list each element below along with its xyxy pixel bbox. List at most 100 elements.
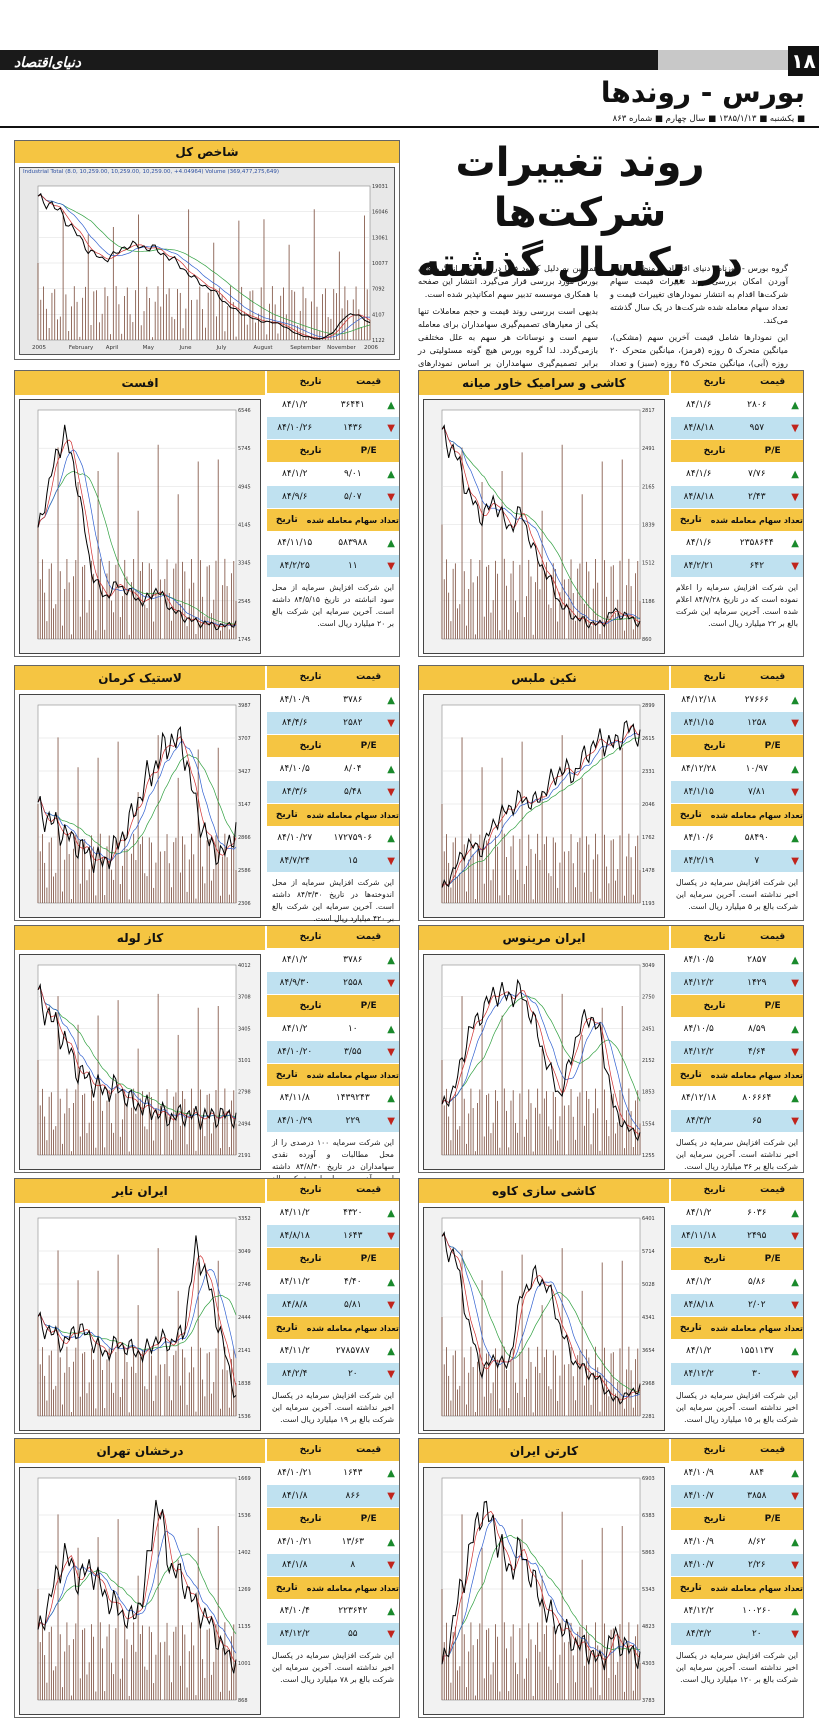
axis-tick-label: 5745 <box>238 446 251 452</box>
company-stats-table: قیمت تاریخ ▲ ۶۰۳۶ ۸۴/۱/۲ ▼ ۲۴۹۵ ۸۴/۱۱/۱۸ P/E ت… <box>671 1179 803 1430</box>
volume-low: ۳۰ <box>751 1369 762 1379</box>
date-header: تاریخ <box>703 1001 726 1011</box>
price-high: ۳۶۴۴۱ <box>340 400 365 410</box>
pe-header: P/E <box>360 1254 377 1264</box>
volume-low-date: ۸۴/۲/۱۹ <box>683 856 714 866</box>
volume-low-row: ▼ ۷ ۸۴/۲/۱۹ <box>671 850 803 873</box>
axis-tick-label: 3427 <box>238 769 251 775</box>
date-header: تاریخ <box>299 1001 322 1011</box>
axis-tick-label: 3345 <box>238 561 251 567</box>
pe-low-date: ۸۴/۸/۱۸ <box>683 1300 714 1310</box>
price-line <box>37 726 237 873</box>
price-high-row: ▲ ۳۶۴۴۱ ۸۴/۱/۲ <box>267 394 399 417</box>
pe-high: ۱۳/۶۳ <box>341 1537 364 1547</box>
axis-tick-label: 3147 <box>238 802 251 808</box>
down-arrow-icon: ▼ <box>387 1490 395 1502</box>
price-low-date: ۸۴/۱/۱۵ <box>683 718 714 728</box>
headline: روند تغییرات شرکت‌ها در یکسال گذشته <box>380 138 780 288</box>
ma5-line <box>441 426 641 625</box>
axis-tick-label: 1269 <box>238 1587 251 1593</box>
volume-high-date: ۸۴/۱۲/۲ <box>683 1606 714 1616</box>
date-header: تاریخ <box>679 1323 702 1333</box>
month-label: June <box>179 345 193 351</box>
price-low-date: ۸۴/۴/۶ <box>282 718 308 728</box>
pe-low-row: ▼ ۲/۴۳ ۸۴/۸/۱۸ <box>671 486 803 509</box>
volume-header: تعداد سهام معامله شده <box>306 810 399 820</box>
volume-high-row: ▲ ۲۳۵۸۶۴۴ ۸۴/۱/۶ <box>671 532 803 555</box>
price-high-row: ▲ ۴۳۲۰ ۸۴/۱۱/۲ <box>267 1202 399 1225</box>
volume-header-row: تعداد سهام معامله شده تاریخ <box>671 1577 803 1600</box>
up-arrow-icon: ▲ <box>791 832 799 844</box>
company-panel: قیمت تاریخ ▲ ۶۰۳۶ ۸۴/۱/۲ ▼ ۲۴۹۵ ۸۴/۱۱/۱۸ P/E ت… <box>418 1178 804 1434</box>
axis-tick-label: 6903 <box>642 1476 655 1482</box>
up-arrow-icon: ▲ <box>791 1536 799 1548</box>
axis-tick-label: 2817 <box>642 408 655 414</box>
pe-high-row: ▲ ۸/۰۴ ۸۴/۱۰/۵ <box>267 758 399 781</box>
volume-high: ۵۸۳۹۸۸ <box>338 538 368 548</box>
volume-high: ۲۳۵۸۶۴۴ <box>739 538 774 548</box>
price-high-date: ۸۴/۱/۲ <box>686 1208 712 1218</box>
company-name: افست <box>15 371 265 395</box>
axis-tick-label: 2746 <box>238 1282 251 1288</box>
company-chart: 2281 2968 3654 4341 5028 5714 6401 <box>423 1207 665 1431</box>
pe-low-date: ۸۴/۱۰/۷ <box>683 1560 714 1570</box>
price-low: ۱۶۴۳ <box>343 1231 363 1241</box>
price-header-row: قیمت تاریخ <box>267 926 399 949</box>
intro-column-left: همچنین به دلیل کمبود فضا در روز یکی از گ… <box>418 262 598 383</box>
pe-low: ۸ <box>350 1560 356 1570</box>
down-arrow-icon: ▼ <box>387 1230 395 1242</box>
down-arrow-icon: ▼ <box>387 786 395 798</box>
company-note: این شرکت افزایش سرمایه در یکسال اخیر ندا… <box>272 1651 394 1684</box>
date-header: تاریخ <box>679 810 702 820</box>
company-name: درخشان تهران <box>15 1439 265 1463</box>
volume-low: ۶۵ <box>751 1116 762 1126</box>
date-header: تاریخ <box>703 1185 726 1195</box>
volume-low: ۲۲۹ <box>345 1116 361 1126</box>
price-low-date: ۸۴/۹/۳۰ <box>279 978 310 988</box>
pe-low-row: ▼ ۴/۶۴ ۸۴/۱۲/۲ <box>671 1041 803 1064</box>
headline-line-1: روند تغییرات شرکت‌ها <box>455 140 705 236</box>
volume-low-date: ۸۴/۲/۴ <box>282 1369 308 1379</box>
volume-low-row: ▼ ۲۰ ۸۴/۲/۴ <box>267 1363 399 1386</box>
company-chart: 1536 1838 2141 2444 2746 3049 3352 <box>19 1207 261 1431</box>
axis-tick-label: 6401 <box>642 1216 655 1222</box>
volume-header-row: تعداد سهام معامله شده تاریخ <box>671 1064 803 1087</box>
up-arrow-icon: ▲ <box>791 1467 799 1479</box>
pe-high-row: ▲ ۸/۶۲ ۸۴/۱۰/۹ <box>671 1531 803 1554</box>
axis-tick-label: 16046 <box>372 210 388 216</box>
company-chart-svg: 2191 2494 2798 3101 3405 3708 4012 <box>37 963 251 1159</box>
date-header: تاریخ <box>299 1185 322 1195</box>
volume-low-date: ۸۴/۱۲/۲ <box>279 1629 310 1639</box>
pe-header: P/E <box>764 1001 781 1011</box>
down-arrow-icon: ▼ <box>387 1368 395 1380</box>
axis-tick-label: 1122 <box>372 338 385 344</box>
price-high-date: ۸۴/۱۲/۱۸ <box>681 695 717 705</box>
pe-header-row: P/E تاریخ <box>671 1248 803 1271</box>
pe-high-date: ۸۴/۱۰/۵ <box>279 764 310 774</box>
price-header: قیمت <box>356 932 382 942</box>
ma45-line <box>37 754 237 855</box>
axis-tick-label: 2451 <box>642 1026 655 1032</box>
axis-tick-label: 4945 <box>238 484 251 490</box>
price-high: ۸۸۴ <box>749 1468 765 1478</box>
main-index-chart: Industrial Total (8.0, 10,259.00, 10,259… <box>19 167 395 355</box>
volume-high: ۱۰۰۲۶۰ <box>742 1606 772 1616</box>
date-header: تاریخ <box>703 377 726 387</box>
month-label: August <box>253 345 273 351</box>
company-note: این شرکت افزایش سرمایه در یکسال اخیر ندا… <box>676 1391 798 1424</box>
divider <box>0 126 819 128</box>
up-arrow-icon: ▲ <box>791 537 799 549</box>
pe-header-row: P/E تاریخ <box>671 735 803 758</box>
price-high: ۲۸۰۶ <box>747 400 767 410</box>
company-stats-table: قیمت تاریخ ▲ ۴۳۲۰ ۸۴/۱۱/۲ ▼ ۱۶۴۳ ۸۴/۸/۱۸ P/E ت… <box>267 1179 399 1430</box>
date-header: تاریخ <box>299 377 322 387</box>
volume-low-date: ۸۴/۲/۲۱ <box>683 561 714 571</box>
up-arrow-icon: ▲ <box>387 954 395 966</box>
down-arrow-icon: ▼ <box>387 855 395 867</box>
price-low-row: ▼ ۸۶۶ ۸۴/۱/۸ <box>267 1485 399 1508</box>
up-arrow-icon: ▲ <box>387 1467 395 1479</box>
pe-header-row: P/E تاریخ <box>671 440 803 463</box>
volume-high-row: ▲ ۵۸۳۹۸۸ ۸۴/۱۱/۱۵ <box>267 532 399 555</box>
pe-header: P/E <box>764 446 781 456</box>
down-arrow-icon: ▼ <box>791 717 799 729</box>
